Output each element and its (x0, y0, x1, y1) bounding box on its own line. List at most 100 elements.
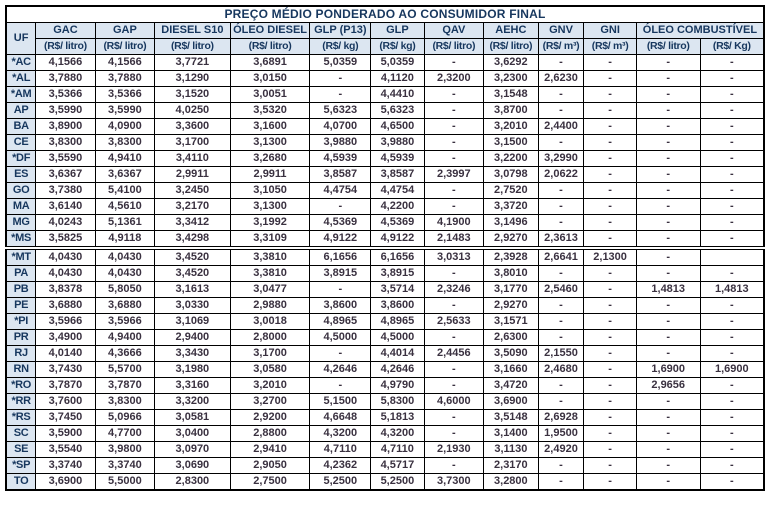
table-row: MG 4,0243 5,1361 3,3412 3,1992 4,5369 4,5369 4,… (5, 214, 765, 231)
uf-cell: SC (5, 425, 37, 442)
value-cell: 1,4813 (635, 281, 701, 298)
table-row: *SP 3,3740 3,3740 3,0690 2,9050 4,2362 4,5717-… (5, 457, 765, 474)
value-cell: - (699, 425, 765, 442)
value-cell: 2,1930 (423, 441, 485, 458)
value-cell: - (699, 198, 765, 215)
value-cell: 5,5700 (94, 361, 156, 378)
value-cell: 3,5714 (370, 281, 425, 298)
value-cell: 3,5590 (35, 150, 96, 167)
value-cell: 2,9050 (229, 457, 311, 474)
value-cell: 3,1700 (229, 345, 311, 362)
value-cell: 3,6900 (35, 473, 96, 491)
value-cell: 2,4400 (537, 118, 585, 135)
value-cell: 5,2500 (370, 473, 425, 491)
value-cell: 3,7880 (35, 70, 96, 87)
value-cell: - (635, 150, 701, 167)
value-cell: 1,6900 (699, 361, 765, 378)
value-cell: - (635, 313, 701, 330)
value-cell: 4,0700 (309, 118, 372, 135)
uf-cell: *AM (5, 86, 37, 103)
table-row: *RO 3,7870 3,7870 3,3160 3,2010-4,9790-3,472… (5, 377, 765, 394)
value-cell: 3,3810 (229, 246, 311, 266)
value-cell: - (583, 281, 637, 298)
value-cell: 4,0430 (35, 246, 96, 266)
value-cell: - (537, 102, 585, 119)
value-cell: 2,8000 (229, 329, 311, 346)
uf-cell: BA (5, 118, 37, 135)
value-cell: - (635, 393, 701, 410)
value-cell: 3,7870 (94, 377, 156, 394)
value-cell: - (583, 393, 637, 410)
value-cell: - (699, 214, 765, 231)
value-cell: 3,8700 (483, 102, 539, 119)
table-row: MA 3,6140 4,5610 3,2170 3,1300-4,2200-3,3720… (5, 198, 765, 215)
value-cell: - (583, 102, 637, 119)
value-cell: 2,1300 (583, 246, 637, 266)
value-cell: 3,4520 (154, 246, 231, 266)
value-cell: 5,1813 (370, 409, 425, 426)
value-cell: 3,8378 (35, 281, 96, 298)
value-cell: - (423, 457, 485, 474)
value-cell: 5,6323 (309, 102, 372, 119)
value-cell: 4,9400 (94, 329, 156, 346)
value-cell: 3,1069 (154, 313, 231, 330)
header-row-units: (R$/ litro) (R$/ litro) (R$/ litro) (R$/ li… (6, 38, 765, 55)
column-header-10: GNI (583, 22, 637, 39)
value-cell: - (699, 329, 765, 346)
value-cell: 4,9122 (309, 230, 372, 249)
value-cell: 3,0580 (229, 361, 311, 378)
value-cell: 4,4754 (309, 182, 372, 199)
value-cell: 3,2010 (229, 377, 311, 394)
value-cell: - (423, 297, 485, 314)
value-cell: 4,1120 (370, 70, 425, 87)
table-row: SC 3,5900 4,7700 3,0400 2,8800 4,3200 4,3200-3… (5, 425, 765, 442)
value-cell: 3,0477 (229, 281, 311, 298)
value-cell: 2,6641 (537, 246, 585, 266)
value-cell: - (583, 313, 637, 330)
table-row: AP 3,5990 3,5990 4,0250 3,5320 5,6323 5,6323-3… (5, 102, 765, 119)
value-cell: 4,1566 (35, 54, 96, 71)
value-cell: - (423, 182, 485, 199)
value-cell: 3,9880 (370, 134, 425, 151)
table-row: PE 3,6880 3,6880 3,0330 2,9880 3,8600 3,8600-2… (5, 297, 765, 314)
value-cell: - (583, 230, 637, 249)
value-cell: 3,8915 (370, 265, 425, 282)
table-row: SE 3,5540 3,9800 3,0970 2,9410 4,7110 4,7110 2,… (5, 441, 765, 458)
table-body: *AC 4,1566 4,1566 3,7721 3,6891 5,0359 5,0359-… (5, 54, 765, 491)
value-cell: 3,5966 (35, 313, 96, 330)
value-cell: - (583, 473, 637, 491)
column-header-1: GAC (35, 22, 96, 39)
value-cell: 3,0798 (483, 166, 539, 183)
value-cell: - (699, 377, 765, 394)
value-cell: 5,8050 (94, 281, 156, 298)
value-cell: 2,1483 (423, 230, 485, 249)
value-cell: 3,8900 (35, 118, 96, 135)
value-cell: - (635, 70, 701, 87)
value-cell: - (635, 118, 701, 135)
uf-cell: ES (5, 166, 37, 183)
column-header-8: AEHC (483, 22, 539, 39)
value-cell: - (699, 441, 765, 458)
value-cell: 2,0622 (537, 166, 585, 183)
value-cell: 3,1770 (483, 281, 539, 298)
uf-cell: *MT (5, 246, 37, 266)
value-cell: 2,7500 (229, 473, 311, 491)
value-cell: 3,1548 (483, 86, 539, 103)
value-cell: 5,1361 (94, 214, 156, 231)
value-cell: - (309, 70, 372, 87)
value-cell: 3,1520 (154, 86, 231, 103)
value-cell: 3,1496 (483, 214, 539, 231)
column-header-7: QAV (423, 22, 485, 39)
value-cell: 3,7430 (35, 361, 96, 378)
value-cell: - (699, 54, 765, 71)
uf-cell: *MS (5, 230, 37, 249)
uf-cell: *RS (5, 409, 37, 426)
uf-cell: MA (5, 198, 37, 215)
value-cell: - (635, 54, 701, 71)
value-cell: - (537, 377, 585, 394)
value-cell: - (423, 377, 485, 394)
value-cell: - (583, 361, 637, 378)
value-cell: 4,5939 (309, 150, 372, 167)
value-cell: 3,6880 (94, 297, 156, 314)
value-cell: 4,1900 (423, 214, 485, 231)
